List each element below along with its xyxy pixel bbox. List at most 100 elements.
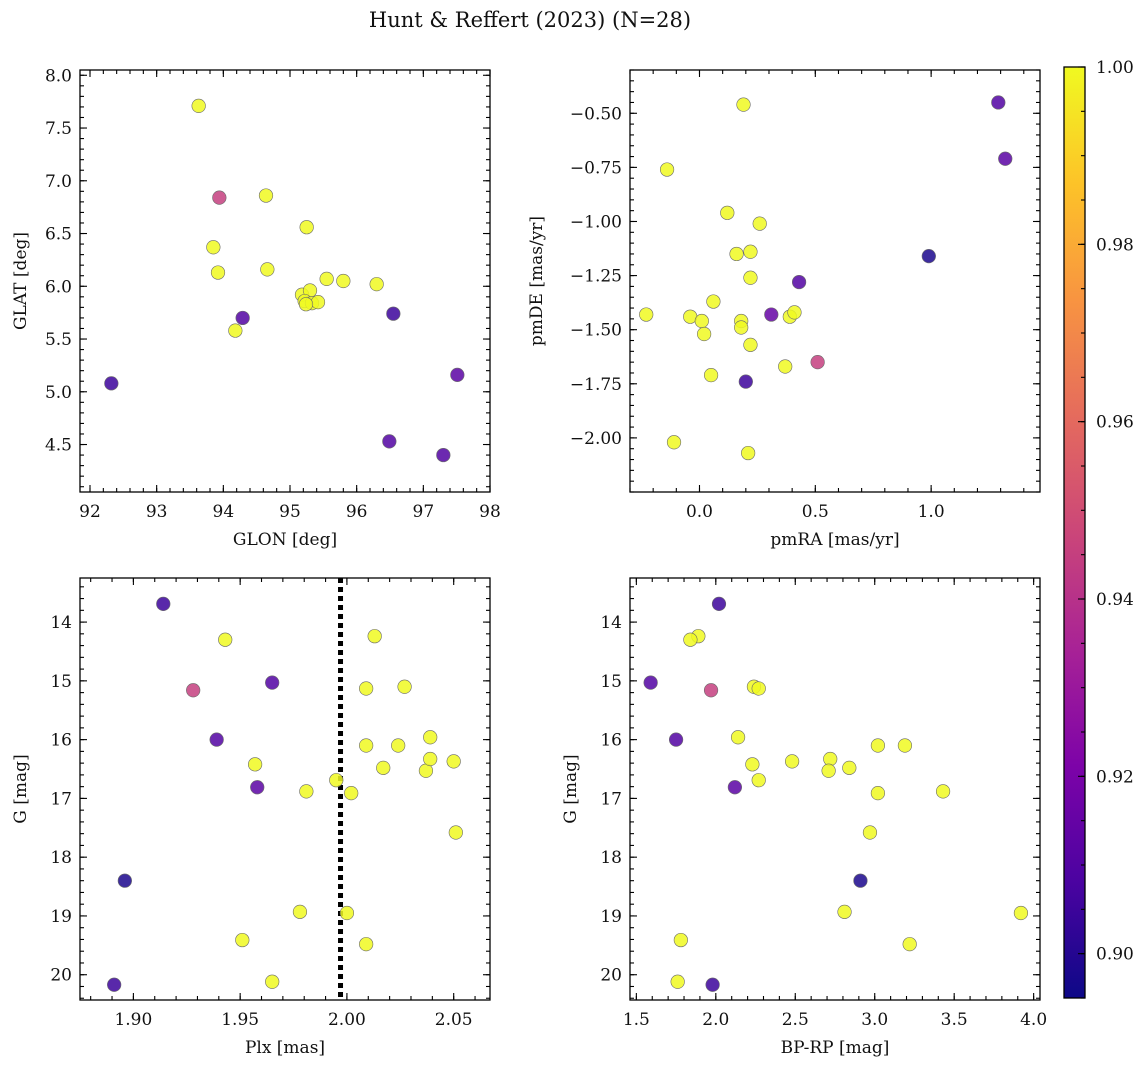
data-point bbox=[382, 434, 397, 449]
data-point bbox=[897, 738, 913, 753]
data-point bbox=[359, 738, 374, 753]
panel-p2: 0.0 0.5 1.0 −2.00 −1.75 −1.50 −1.25 −1.00 −0.75 −… bbox=[527, 69, 1041, 550]
data-point bbox=[711, 596, 727, 611]
y-tick-label: 7.5 bbox=[45, 119, 72, 139]
data-point bbox=[787, 305, 802, 320]
y-tick-label: 5.0 bbox=[45, 383, 72, 403]
y-tick-label: 16 bbox=[600, 731, 622, 751]
data-point bbox=[727, 780, 742, 795]
y-axis-label: GLAT [deg] bbox=[11, 232, 31, 330]
points-p1 bbox=[104, 98, 465, 463]
y-tick-label: −1.75 bbox=[570, 375, 622, 395]
data-point bbox=[235, 932, 250, 948]
data-point bbox=[436, 447, 451, 463]
y-tick-label: 15 bbox=[50, 672, 72, 692]
y-tick-label: −0.75 bbox=[570, 158, 622, 178]
data-point bbox=[752, 216, 767, 231]
data-point bbox=[823, 751, 838, 767]
data-point bbox=[359, 681, 374, 696]
colorbar-tick-label: 0.90 bbox=[1096, 945, 1134, 965]
data-point bbox=[743, 244, 758, 259]
data-point bbox=[228, 323, 243, 338]
data-point bbox=[250, 780, 265, 795]
data-point bbox=[423, 751, 438, 767]
data-point bbox=[235, 310, 250, 326]
y-tick-label: −1.50 bbox=[570, 321, 622, 341]
data-point bbox=[870, 786, 886, 801]
data-point bbox=[446, 754, 461, 769]
y-tick-label: −0.50 bbox=[570, 104, 622, 124]
y-tick-label: 20 bbox=[50, 966, 72, 986]
data-point bbox=[104, 376, 119, 391]
data-point bbox=[397, 679, 412, 694]
data-point bbox=[842, 760, 857, 775]
y-tick-label: 6.0 bbox=[45, 277, 72, 297]
y-tick-label: 15 bbox=[600, 672, 622, 692]
data-point bbox=[298, 297, 314, 312]
data-point bbox=[673, 932, 688, 948]
y-tick-label: 4.5 bbox=[45, 436, 72, 456]
data-point bbox=[186, 683, 201, 698]
data-point bbox=[260, 262, 275, 277]
data-point bbox=[810, 355, 825, 370]
x-axis-label: pmRA [mas/yr] bbox=[770, 530, 899, 550]
data-point bbox=[292, 904, 308, 919]
data-point bbox=[206, 240, 221, 255]
colorbar-tick-label: 0.92 bbox=[1096, 767, 1134, 787]
x-tick-label: 1.90 bbox=[114, 1010, 152, 1030]
y-tick-label: 18 bbox=[50, 848, 72, 868]
data-point bbox=[666, 435, 682, 450]
colorbar-tick-label: 0.96 bbox=[1096, 413, 1134, 433]
data-point bbox=[991, 95, 1006, 110]
data-point bbox=[299, 784, 314, 799]
ticks-p4: 1.5 2.0 2.5 3.0 3.5 4.0 14 15 16 17 18 19 20 bbox=[600, 578, 1047, 1030]
data-point bbox=[729, 246, 744, 262]
ticks-p3: 1.90 1.95 2.00 2.05 14 15 16 17 18 19 20 bbox=[50, 578, 490, 1030]
data-point bbox=[359, 937, 374, 952]
points-p4 bbox=[643, 596, 1029, 992]
data-point bbox=[751, 773, 766, 788]
y-tick-label: 20 bbox=[600, 966, 622, 986]
colorbar-tick-label: 0.94 bbox=[1096, 590, 1134, 610]
data-point bbox=[265, 974, 280, 989]
data-point bbox=[821, 763, 836, 778]
data-point bbox=[386, 306, 401, 321]
x-tick-label: 97 bbox=[413, 502, 435, 522]
data-point bbox=[344, 786, 359, 801]
data-point bbox=[902, 937, 917, 952]
data-point bbox=[423, 730, 438, 745]
data-point bbox=[705, 977, 720, 992]
data-point bbox=[117, 873, 132, 888]
y-tick-label: 8.0 bbox=[45, 66, 72, 86]
data-point bbox=[339, 905, 355, 921]
x-tick-label: 2.00 bbox=[328, 1010, 366, 1030]
x-tick-label: 98 bbox=[479, 502, 501, 522]
data-point bbox=[743, 270, 758, 285]
data-point bbox=[736, 97, 751, 112]
colorbar: 0.90 0.92 0.94 0.96 0.98 1.00 bbox=[1063, 58, 1134, 999]
panel-p3: 1.90 1.95 2.00 2.05 14 15 16 17 18 19 20 Plx [mas] G… bbox=[11, 577, 491, 1058]
y-tick-label: 17 bbox=[50, 789, 72, 809]
data-point bbox=[209, 732, 224, 747]
data-point bbox=[191, 98, 206, 113]
x-tick-label: 0.5 bbox=[802, 502, 829, 522]
points-p3 bbox=[107, 596, 463, 992]
data-point bbox=[670, 974, 685, 989]
data-point bbox=[862, 825, 878, 840]
y-tick-label: 14 bbox=[50, 613, 72, 633]
ticks-p1: 92 93 94 95 96 97 98 4.5 5.0 5.5 6.0 6.5 7.0 7.5 8.0 bbox=[45, 66, 501, 522]
data-point bbox=[336, 273, 351, 289]
data-point bbox=[791, 274, 807, 290]
data-point bbox=[697, 326, 712, 342]
x-tick-label: 3.0 bbox=[861, 1010, 888, 1030]
x-tick-label: 2.05 bbox=[435, 1010, 473, 1030]
y-tick-label: 19 bbox=[600, 907, 622, 927]
y-axis-label: pmDE [mas/yr] bbox=[527, 216, 547, 346]
data-point bbox=[720, 205, 735, 220]
x-tick-label: 96 bbox=[346, 502, 368, 522]
axes-frame-p3 bbox=[79, 577, 491, 1001]
data-point bbox=[367, 629, 382, 644]
data-point bbox=[751, 681, 766, 696]
y-tick-label: 7.0 bbox=[45, 172, 72, 192]
